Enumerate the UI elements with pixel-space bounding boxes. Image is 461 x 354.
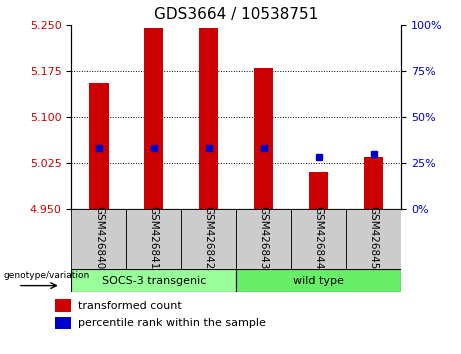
Bar [236,209,291,269]
Text: genotype/variation: genotype/variation [4,271,90,280]
Bar [364,157,383,209]
Bar [89,83,108,209]
Bar [199,28,219,209]
Text: transformed count: transformed count [78,301,182,310]
Text: GSM426843: GSM426843 [259,206,269,269]
Bar [236,269,401,292]
Text: SOCS-3 transgenic: SOCS-3 transgenic [102,275,206,286]
Bar [254,68,273,209]
Text: percentile rank within the sample: percentile rank within the sample [78,318,266,328]
Bar [346,209,401,269]
Bar [291,209,346,269]
Bar [71,209,126,269]
Title: GDS3664 / 10538751: GDS3664 / 10538751 [154,7,319,22]
Text: GSM426841: GSM426841 [149,206,159,269]
Text: GSM426842: GSM426842 [204,206,214,269]
Bar [126,209,181,269]
Bar [144,28,164,209]
Text: GSM426845: GSM426845 [369,206,378,269]
Text: GSM426840: GSM426840 [94,206,104,269]
Bar [71,269,236,292]
Text: GSM426844: GSM426844 [313,206,324,269]
Bar [181,209,236,269]
Bar [55,299,71,312]
Text: wild type: wild type [293,275,344,286]
Bar [55,317,71,329]
Bar [309,172,328,209]
